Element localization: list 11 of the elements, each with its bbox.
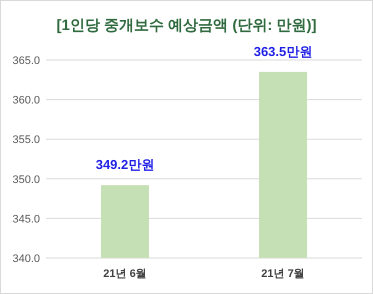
- y-tick-label: 360.0: [12, 94, 40, 107]
- y-tick-label: 355.0: [12, 134, 40, 146]
- chart-title: [1인당 중개보수 예상금액 (단위: 만원)]: [56, 17, 316, 34]
- y-tick-label: 345.0: [12, 213, 40, 226]
- data-label: 349.2만원: [96, 157, 154, 172]
- y-tick-label: 365.0: [12, 55, 40, 67]
- x-tick-label: 21년 7월: [261, 268, 305, 280]
- y-tick-label: 350.0: [12, 174, 40, 186]
- data-label: 363.5만원: [254, 44, 312, 59]
- x-tick-label: 21년 6월: [103, 268, 147, 280]
- y-tick-label: 340.0: [12, 253, 40, 265]
